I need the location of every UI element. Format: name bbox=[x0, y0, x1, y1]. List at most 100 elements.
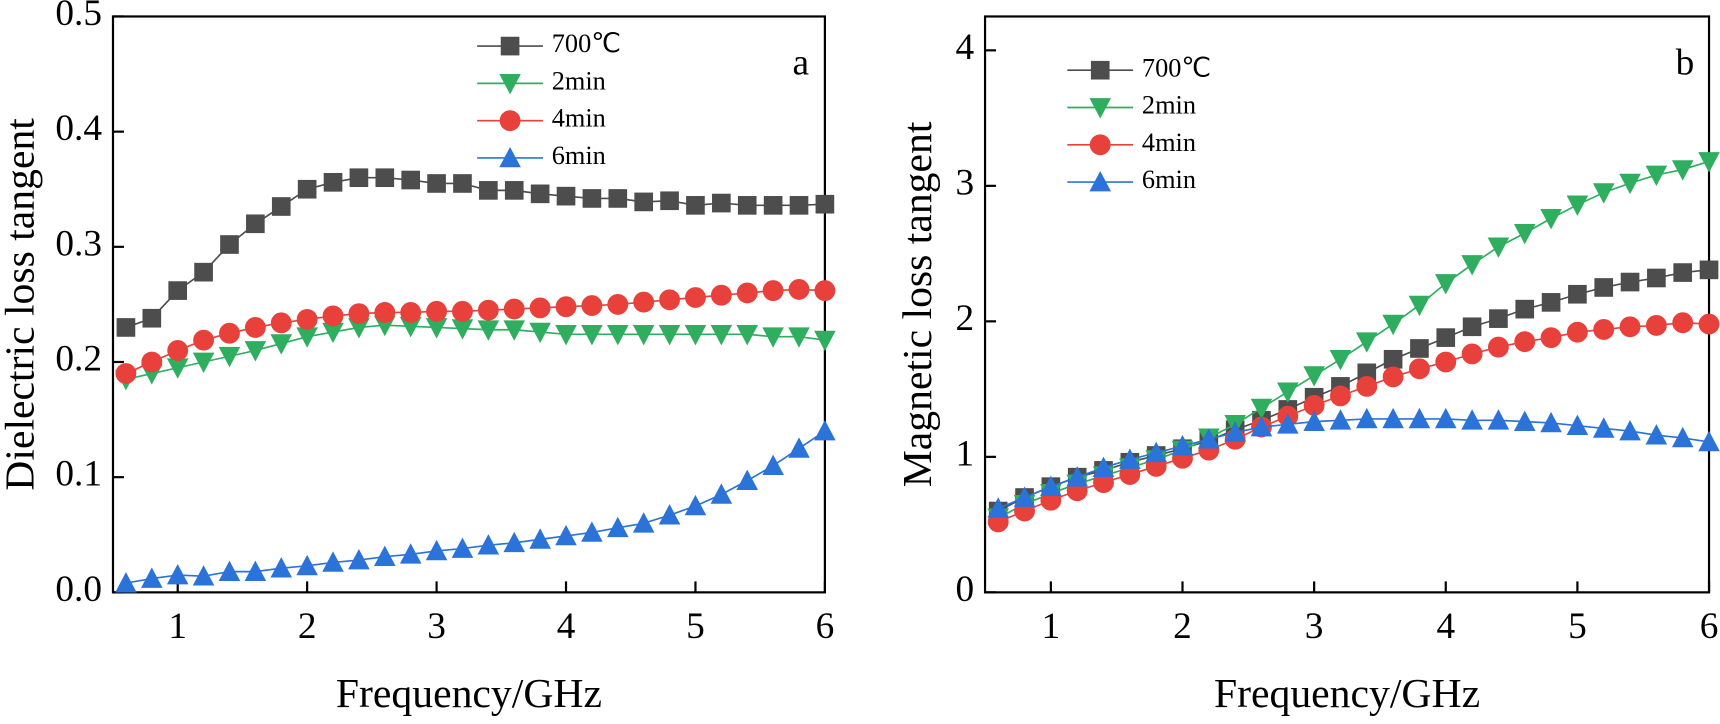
x-tick-label: 2 bbox=[298, 606, 317, 647]
marker bbox=[1647, 268, 1666, 288]
marker bbox=[1645, 165, 1668, 187]
marker bbox=[401, 170, 421, 190]
legend-label: 6min bbox=[552, 141, 606, 170]
marker bbox=[477, 299, 499, 321]
marker bbox=[1619, 420, 1641, 441]
marker bbox=[193, 329, 215, 351]
legend-marker bbox=[499, 146, 521, 168]
legend-label: 4min bbox=[1142, 128, 1196, 157]
marker bbox=[116, 318, 136, 337]
marker bbox=[710, 325, 733, 346]
marker bbox=[141, 351, 163, 373]
marker bbox=[1461, 343, 1483, 365]
x-tick-label: 1 bbox=[1042, 606, 1061, 647]
marker bbox=[659, 289, 680, 311]
marker bbox=[634, 192, 654, 212]
marker bbox=[141, 567, 163, 588]
legend-label: 2min bbox=[1142, 91, 1196, 120]
legend-label: 4min bbox=[552, 104, 606, 133]
marker bbox=[1409, 358, 1430, 380]
y-tick-label: 0.4 bbox=[55, 108, 102, 149]
marker bbox=[1540, 411, 1562, 433]
marker bbox=[427, 174, 446, 193]
marker bbox=[762, 454, 784, 475]
y-axis-label: Dielectric loss tangent bbox=[0, 118, 44, 491]
marker bbox=[296, 554, 318, 576]
marker bbox=[1436, 328, 1456, 347]
marker bbox=[1540, 209, 1562, 230]
marker bbox=[1277, 413, 1299, 434]
marker bbox=[348, 549, 370, 570]
marker bbox=[168, 281, 188, 300]
marker bbox=[1356, 375, 1378, 397]
legend-label: 6min bbox=[1142, 165, 1196, 194]
x-tick-label: 5 bbox=[686, 606, 705, 647]
marker bbox=[581, 325, 603, 346]
marker bbox=[1040, 475, 1062, 496]
marker bbox=[529, 297, 551, 319]
marker bbox=[1619, 316, 1641, 338]
series-line bbox=[125, 324, 826, 381]
marker bbox=[1672, 312, 1694, 334]
marker bbox=[1566, 321, 1588, 343]
marker bbox=[192, 352, 215, 374]
marker bbox=[503, 298, 525, 320]
marker bbox=[477, 534, 500, 555]
x-tick-label: 6 bbox=[816, 606, 835, 647]
marker bbox=[814, 280, 836, 302]
marker bbox=[763, 196, 783, 215]
legend-marker bbox=[499, 74, 521, 95]
marker bbox=[323, 172, 343, 192]
marker bbox=[1698, 313, 1720, 335]
marker bbox=[244, 317, 266, 338]
y-tick-label: 0.3 bbox=[55, 223, 102, 264]
legend-marker bbox=[1089, 98, 1112, 119]
marker bbox=[297, 179, 317, 199]
marker bbox=[788, 437, 810, 458]
marker bbox=[322, 305, 344, 327]
marker bbox=[608, 189, 628, 208]
marker bbox=[736, 469, 759, 490]
marker bbox=[1356, 332, 1378, 353]
marker bbox=[166, 358, 189, 379]
marker bbox=[1013, 486, 1036, 507]
marker bbox=[166, 564, 189, 585]
marker bbox=[658, 504, 681, 525]
marker bbox=[1224, 421, 1246, 442]
marker bbox=[529, 322, 551, 344]
marker bbox=[219, 322, 240, 344]
marker bbox=[167, 340, 189, 361]
marker bbox=[1540, 327, 1562, 349]
marker bbox=[762, 327, 784, 348]
marker bbox=[504, 181, 524, 200]
marker bbox=[1329, 349, 1352, 371]
marker bbox=[1461, 409, 1483, 430]
marker bbox=[1119, 448, 1141, 469]
marker bbox=[815, 194, 835, 214]
marker bbox=[192, 565, 215, 586]
marker bbox=[451, 537, 474, 558]
panel-label: b bbox=[1676, 42, 1695, 83]
x-axis-label: Frequency/GHz bbox=[1214, 671, 1480, 717]
legend-marker bbox=[1089, 171, 1112, 192]
marker bbox=[555, 325, 577, 346]
marker bbox=[581, 295, 603, 316]
marker bbox=[1462, 317, 1482, 337]
marker bbox=[400, 302, 422, 323]
marker bbox=[1513, 223, 1536, 245]
marker bbox=[452, 300, 473, 322]
marker bbox=[479, 181, 498, 200]
marker bbox=[1487, 237, 1510, 258]
marker bbox=[555, 524, 577, 546]
marker bbox=[1619, 173, 1641, 195]
marker bbox=[1592, 417, 1615, 438]
marker bbox=[555, 296, 577, 318]
marker bbox=[1092, 456, 1115, 478]
y-axis-label: Magnetic loss tangent bbox=[895, 121, 941, 487]
marker bbox=[503, 531, 526, 553]
marker bbox=[218, 560, 241, 581]
marker bbox=[1593, 319, 1615, 340]
marker bbox=[685, 287, 706, 308]
